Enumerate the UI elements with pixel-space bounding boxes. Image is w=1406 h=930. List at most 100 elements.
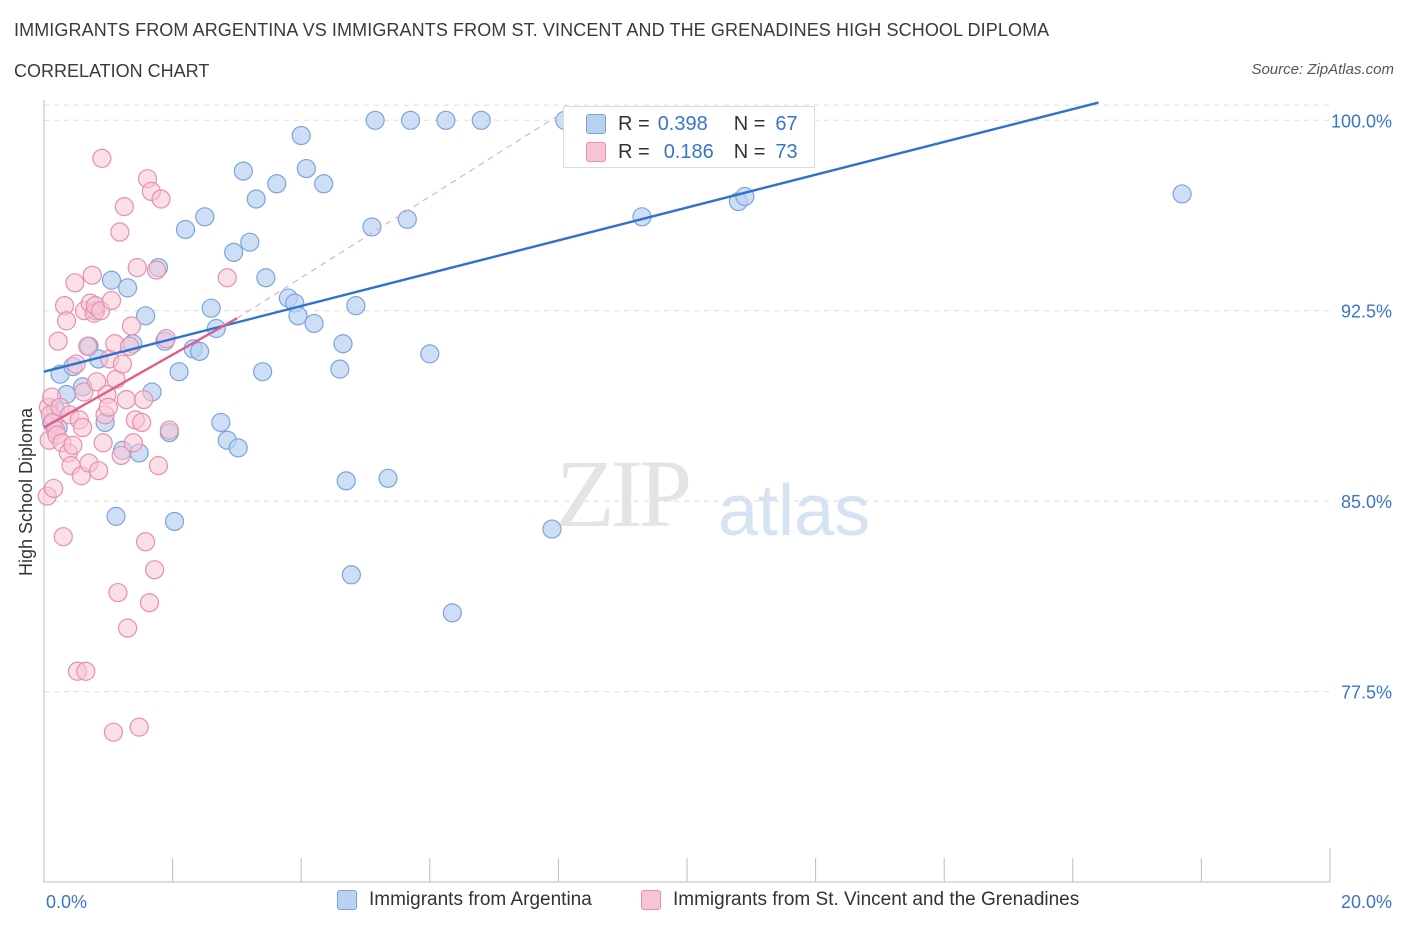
chart-subtitle: CORRELATION CHART: [14, 61, 210, 81]
stvincent-point: [217, 268, 237, 288]
argentina-point: [256, 268, 276, 288]
legend-item-argentina[interactable]: Immigrants from Argentina: [337, 889, 592, 911]
x-tick-label-min: 0.0%: [46, 892, 87, 912]
watermark-atlas: atlas: [718, 471, 871, 551]
r-value: 0.186: [663, 140, 714, 163]
argentina-point: [106, 506, 126, 526]
argentina-point: [211, 412, 231, 433]
y-axis-label: High School Diploma: [16, 407, 36, 576]
stvincent-point: [44, 478, 64, 499]
argentina-point: [117, 278, 138, 298]
trend-lines: [43, 101, 1099, 429]
stvincent-point: [74, 382, 94, 402]
stvincent-point: [135, 532, 156, 552]
stvincent-point: [146, 260, 167, 280]
argentina-point: [341, 565, 361, 585]
argentina-point: [195, 207, 215, 227]
argentina-point: [253, 362, 273, 382]
argentina-point: [333, 334, 353, 354]
stvincent-point: [87, 372, 107, 392]
stats-row-argentina: R = 0.398 N = 67: [586, 111, 798, 137]
stvincent-trend-extension: [236, 114, 559, 319]
stvincent-point: [132, 412, 152, 433]
y-tick-label: 77.5%: [1341, 683, 1392, 703]
stvincent-point: [117, 618, 138, 638]
stvincent-point: [114, 197, 134, 217]
argentina-point: [296, 158, 316, 179]
argentina-point: [135, 306, 156, 326]
argentina-point: [201, 298, 221, 318]
grid-lines: [44, 104, 1330, 693]
argentina-point: [233, 161, 253, 181]
n-value: 73: [775, 140, 798, 163]
r-label: R =: [618, 112, 650, 135]
argentina-point: [330, 359, 350, 379]
y-tick-label: 100.0%: [1331, 111, 1392, 131]
stvincent-point: [65, 273, 85, 293]
argentina-point: [246, 189, 266, 209]
legend-swatch-stvincent: [641, 890, 661, 910]
stvincent-point: [129, 717, 149, 737]
stvincent-point: [148, 456, 169, 476]
stvincent-point: [103, 722, 124, 742]
stvincent-point: [121, 316, 142, 336]
r-label: R =: [618, 140, 650, 163]
chart-title: IMMIGRANTS FROM ARGENTINA VS IMMIGRANTS …: [14, 20, 1050, 40]
source-credit: Source: ZipAtlas.com: [1251, 61, 1394, 78]
argentina-point: [101, 270, 122, 290]
stvincent-point: [111, 445, 131, 466]
argentina-point: [471, 110, 491, 130]
stvincent-point: [108, 582, 128, 603]
stvincent-point: [63, 435, 83, 455]
argentina-point: [240, 232, 260, 252]
stvincent-point: [101, 290, 122, 311]
argentina-point: [336, 471, 356, 491]
stvincent-point: [112, 354, 133, 374]
argentina-swatch: [586, 114, 606, 134]
argentina-point: [346, 296, 366, 316]
argentina-point: [442, 603, 462, 623]
stvincent-point: [159, 420, 179, 440]
stats-row-stvincent: R = 0.186 N = 73: [586, 139, 798, 165]
stvincent-trend-line: [43, 317, 238, 429]
argentina-point: [291, 125, 311, 146]
stvincent-point: [76, 661, 96, 681]
stvincent-point: [48, 331, 68, 351]
stvincent-point: [56, 311, 77, 331]
argentina-point: [190, 341, 210, 361]
stvincent-point: [78, 336, 98, 356]
correlation-stats-box: R = 0.398 N = 67 R = 0.186 N = 73: [563, 106, 815, 168]
legend-label: Immigrants from St. Vincent and the Gren…: [673, 889, 1080, 910]
stvincent-point: [89, 461, 109, 481]
r-value: 0.398: [657, 112, 708, 135]
argentina-point: [397, 209, 417, 229]
stvincent-point: [82, 265, 102, 285]
stvincent-point: [72, 417, 93, 438]
argentina-point: [175, 219, 196, 240]
stvincent-point: [98, 397, 118, 417]
legend-label: Immigrants from Argentina: [369, 889, 592, 910]
argentina-point: [304, 313, 324, 334]
argentina-point: [420, 344, 440, 364]
argentina-point: [378, 468, 398, 488]
n-label: N =: [733, 140, 766, 163]
stvincent-point: [134, 389, 154, 410]
argentina-point: [365, 110, 385, 130]
data-points: [37, 110, 1192, 742]
stvincent-point: [116, 389, 136, 410]
stvincent-point: [110, 222, 130, 242]
stvincent-point: [144, 560, 165, 580]
argentina-point: [400, 110, 421, 130]
stvincent-point: [151, 189, 171, 209]
argentina-point: [436, 110, 456, 130]
y-tick-label: 85.0%: [1341, 492, 1392, 512]
argentina-point: [314, 174, 334, 194]
argentina-point: [224, 242, 244, 262]
argentina-point: [542, 519, 562, 539]
stvincent-swatch: [586, 142, 606, 162]
legend-item-stvincent[interactable]: Immigrants from St. Vincent and the Gren…: [641, 889, 1079, 911]
argentina-point: [164, 511, 185, 532]
argentina-point: [228, 438, 248, 458]
watermark-zip: ZIP: [556, 440, 692, 547]
